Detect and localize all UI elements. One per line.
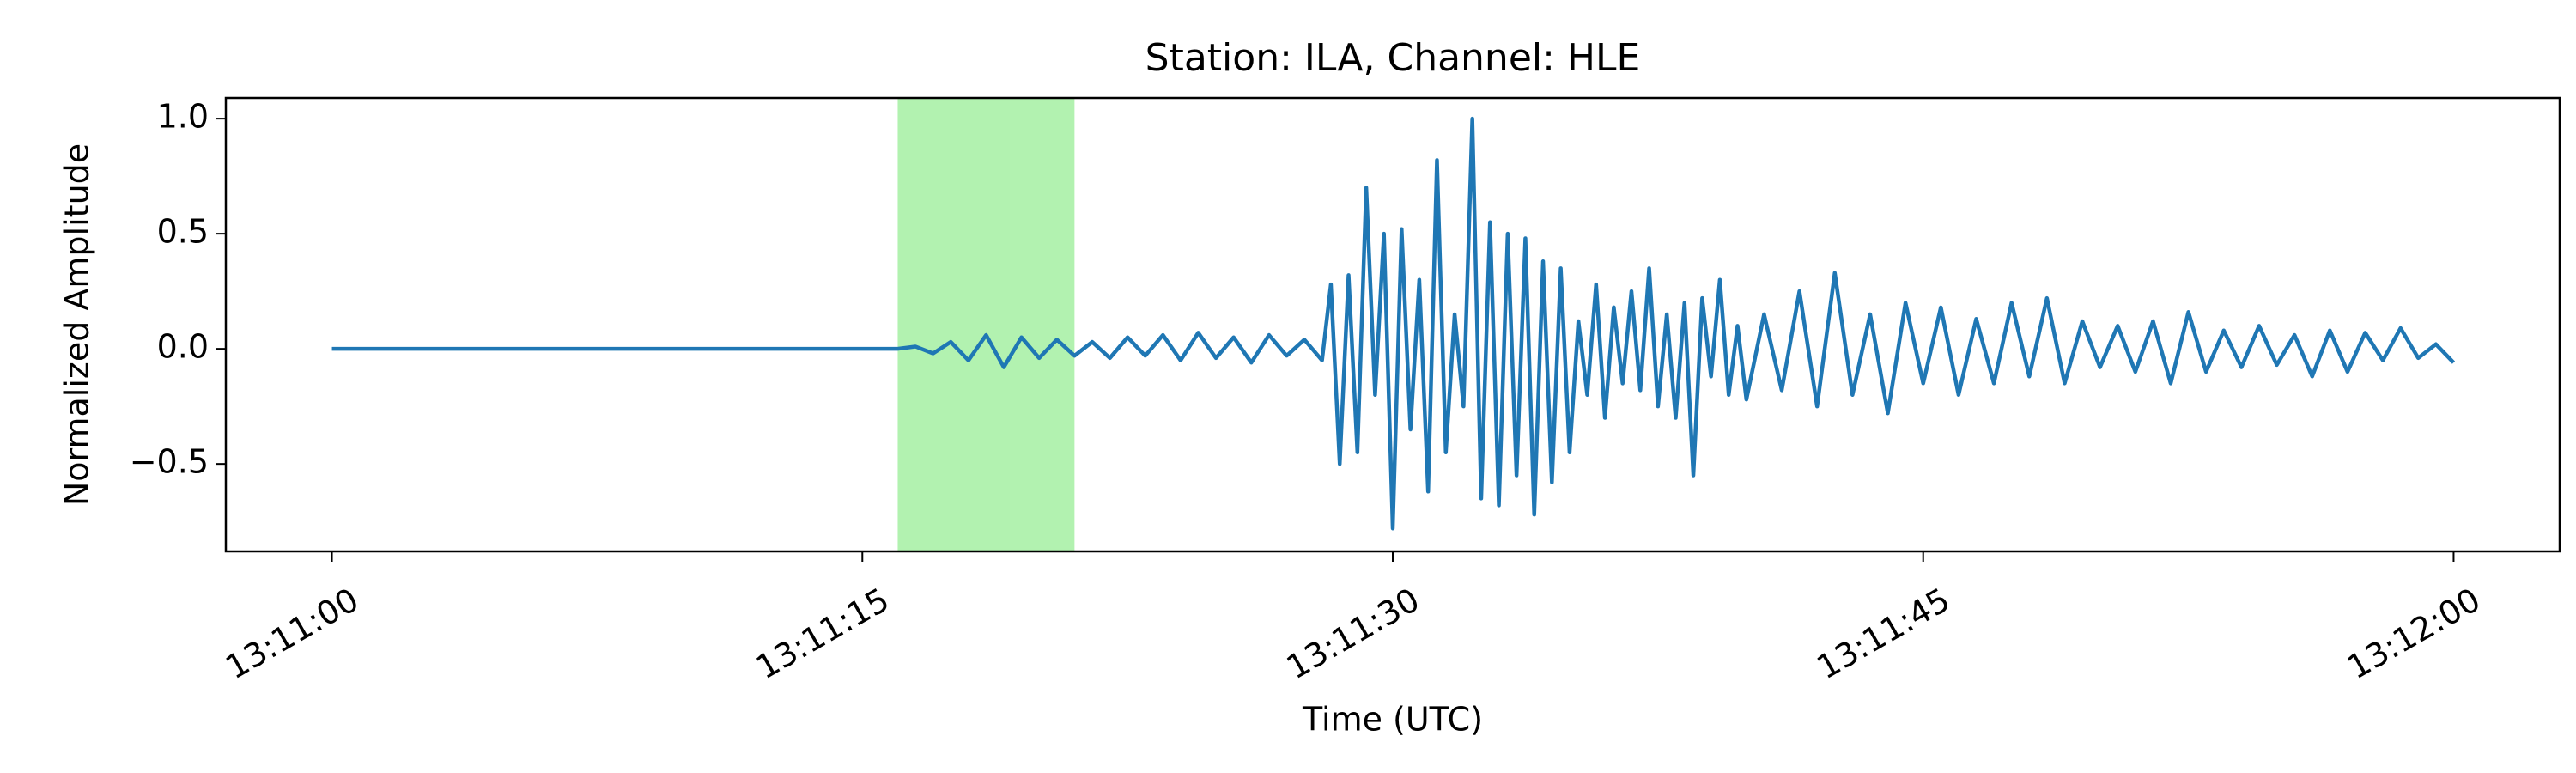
x-tick-label: 13:11:15	[750, 581, 896, 686]
y-axis-label: Normalized Amplitude	[58, 143, 96, 506]
x-tick-label: 13:11:30	[1280, 581, 1426, 686]
x-tick-label: 13:11:00	[219, 581, 365, 686]
chart-title: Station: ILA, Channel: HLE	[1145, 36, 1641, 80]
y-tick-label: −0.5	[130, 443, 209, 481]
y-tick-label: 1.0	[157, 98, 209, 136]
y-tick-label: 0.5	[157, 213, 209, 251]
highlight-span	[897, 98, 1075, 551]
plot-frame	[224, 96, 2561, 553]
x-axis-label: Time (UTC)	[1302, 701, 1483, 739]
waveform-line	[331, 116, 2456, 531]
x-tick-label: 13:12:00	[2341, 581, 2487, 686]
x-tick-label: 13:11:45	[1810, 581, 1956, 686]
y-tick-label: 0.0	[157, 328, 209, 366]
